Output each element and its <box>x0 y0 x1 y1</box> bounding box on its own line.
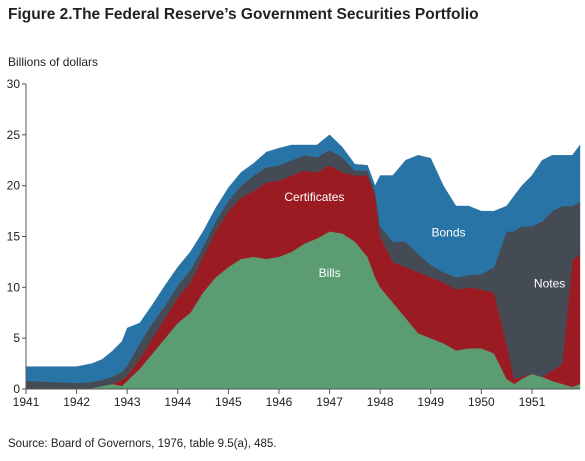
series-label-certificates: Certificates <box>284 190 344 204</box>
y-tick-label: 0 <box>13 382 20 396</box>
x-tick-label: 1948 <box>367 395 394 409</box>
x-tick-label: 1947 <box>316 395 343 409</box>
x-tick-label: 1942 <box>63 395 90 409</box>
y-tick-label: 30 <box>7 77 21 91</box>
y-tick-label: 5 <box>13 331 20 345</box>
y-tick-label: 20 <box>7 179 21 193</box>
x-tick-label: 1945 <box>215 395 242 409</box>
y-tick-label: 10 <box>7 280 21 294</box>
x-tick-label: 1946 <box>266 395 293 409</box>
y-tick-label: 25 <box>7 128 21 142</box>
x-tick-label: 1951 <box>519 395 546 409</box>
area-bonds <box>25 134 581 384</box>
y-tick-label: 15 <box>7 230 21 244</box>
x-tick-label: 1944 <box>164 395 191 409</box>
x-tick-label: 1950 <box>468 395 495 409</box>
y-axis-label: Billions of dollars <box>8 55 99 69</box>
series-label-bonds: Bonds <box>431 226 465 240</box>
x-tick-label: 1941 <box>13 395 40 409</box>
series-label-notes: Notes <box>534 276 565 290</box>
series-labels-group: Bills Certificates Bonds Notes <box>284 190 565 290</box>
x-tick-label: 1949 <box>417 395 444 409</box>
series-label-bills: Bills <box>319 266 341 280</box>
chart-title: Figure 2.The Federal Reserve’s Governmen… <box>8 6 479 23</box>
area-series-group <box>25 134 581 390</box>
x-tick-label: 1943 <box>114 395 141 409</box>
source-note: Source: Board of Governors, 1976, table … <box>8 438 277 450</box>
axes-group: 0 5 10 15 20 25 30 1941 1942 1943 1944 1945 1946 1947… <box>7 77 580 409</box>
